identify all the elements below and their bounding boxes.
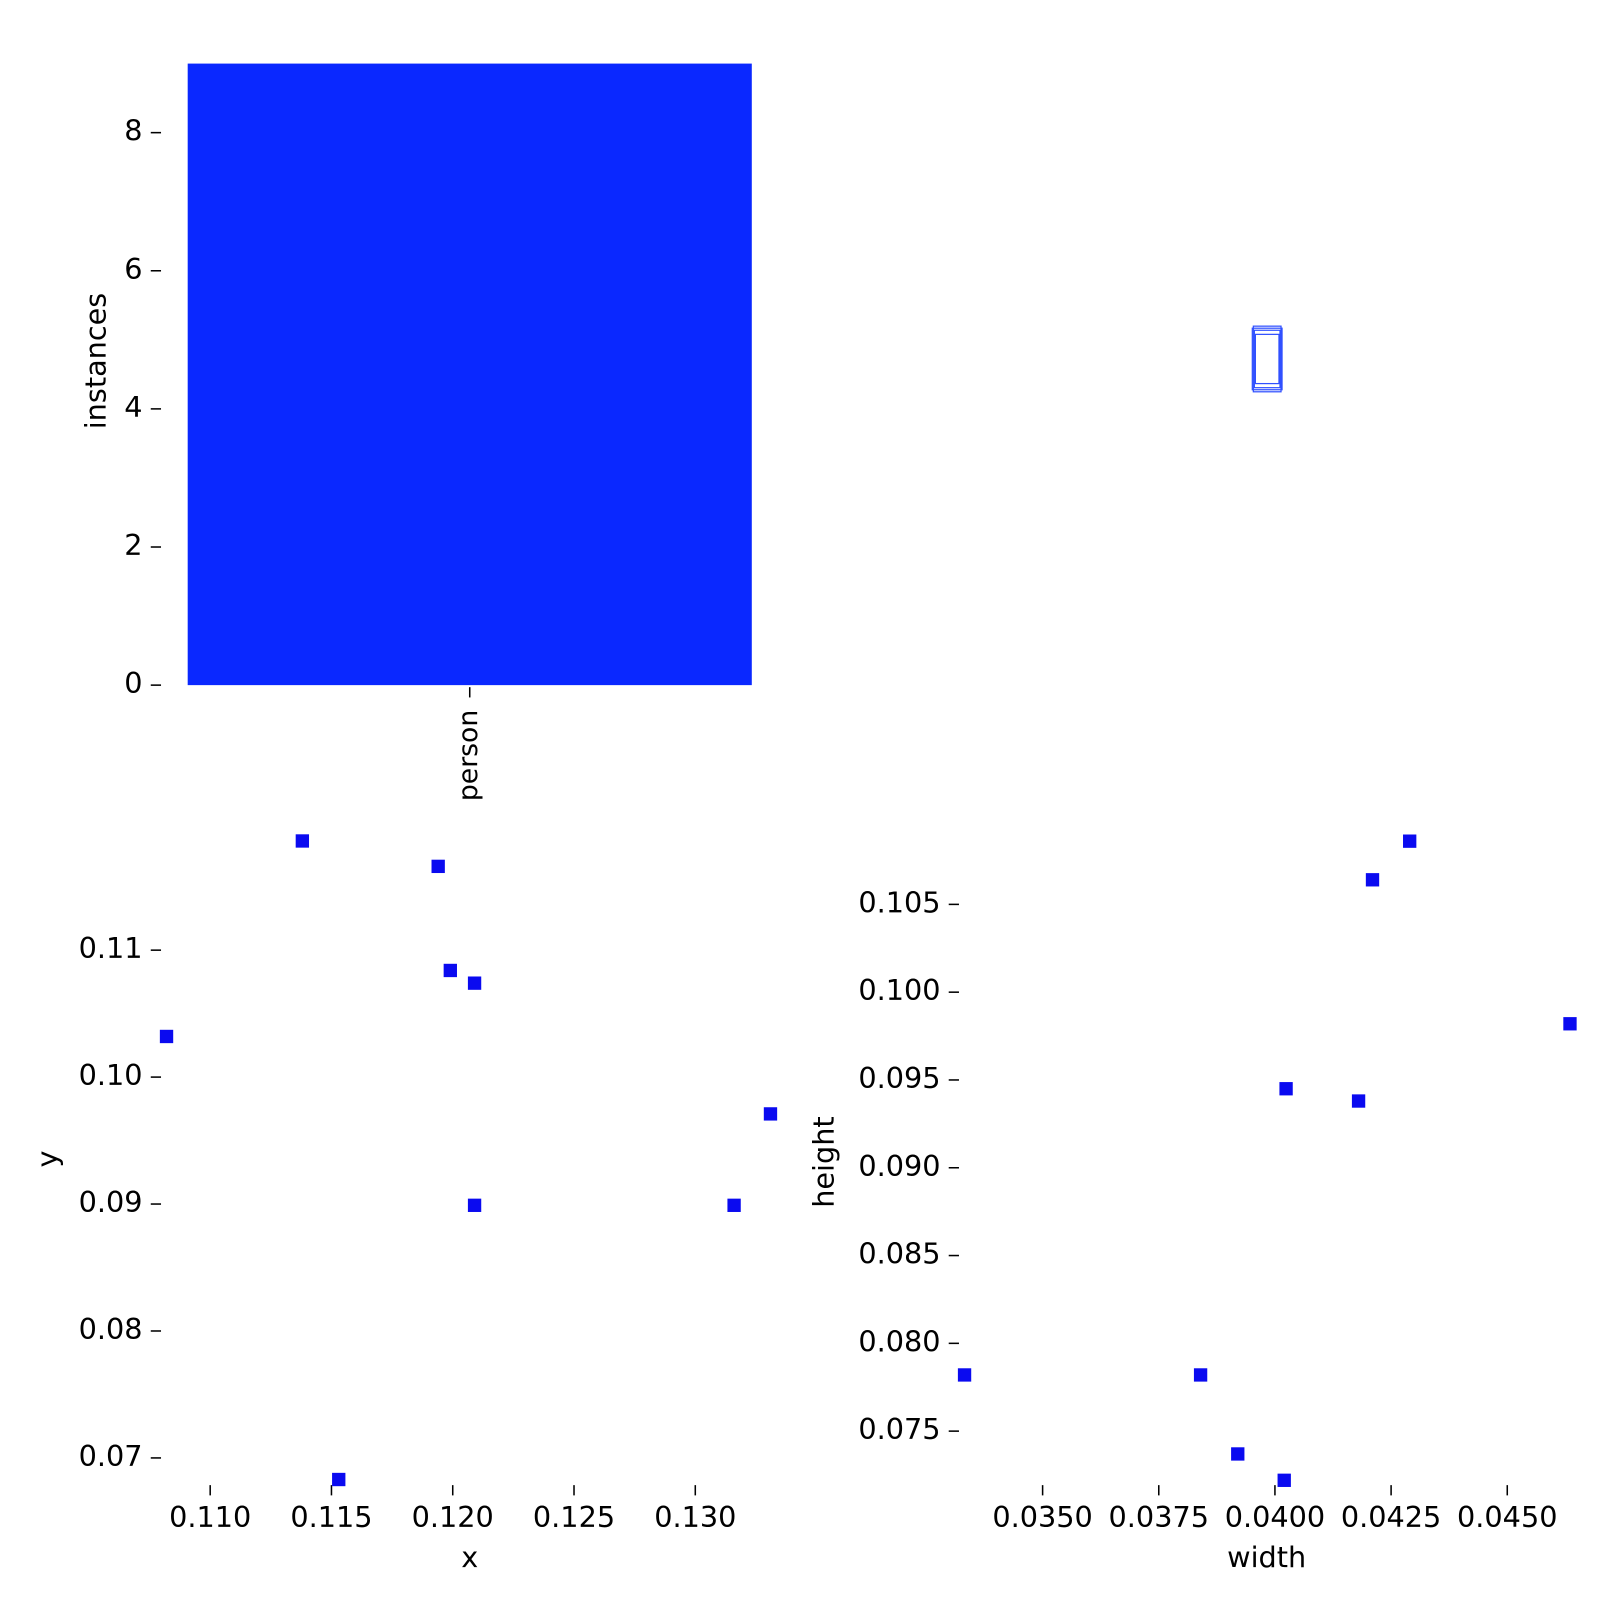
y-tick-label: 2 [124,528,142,562]
y-tick-label: 6 [124,252,142,286]
y-tick-label: 0.08 [79,1312,143,1346]
y-tick-label: 0.090 [858,1149,940,1183]
x-tick-label: 0.0425 [1341,1500,1441,1534]
point [467,1198,482,1212]
y-tick-label: 0.11 [79,931,143,965]
x-tick-label: person [453,710,484,801]
x-tick-label: 0.120 [412,1500,494,1534]
x-tick-label: 0.0350 [992,1500,1092,1534]
point [159,1029,174,1044]
x-axis-label: x [461,1540,478,1574]
box-overlay [1251,325,1283,393]
x-tick-label: 0.130 [654,1500,736,1534]
x-tick-label: 0.125 [533,1500,615,1534]
point [1403,834,1417,848]
y-tick-label: 0.105 [858,885,940,919]
point [1277,1473,1291,1487]
y-tick-label: 4 [124,390,142,424]
y-axis-label: instances [78,293,112,430]
point [1351,1094,1366,1108]
point [1365,873,1380,887]
point [1563,1017,1577,1031]
y-tick-label: 0.085 [858,1237,940,1271]
point [295,834,310,848]
point [467,976,482,990]
point [431,859,445,874]
y-axis-label: height [807,1116,841,1207]
y-tick-label: 8 [124,114,142,148]
y-tick-label: 0.080 [858,1324,940,1358]
point [1231,1447,1245,1461]
x-tick-label: 0.0400 [1225,1500,1325,1534]
point [1279,1082,1293,1096]
y-tick-label: 0.09 [79,1185,143,1219]
y-tick-label: 0.075 [858,1412,940,1446]
y-tick-label: 0.100 [858,973,940,1007]
bar [187,63,752,686]
y-tick-label: 0.07 [79,1439,143,1473]
y-tick-label: 0.095 [858,1061,940,1095]
y-tick-label: 0 [124,666,142,700]
point [957,1368,972,1382]
y-axis-label: y [30,1150,64,1167]
y-tick-label: 0.10 [79,1058,143,1092]
x-tick-label: 0.0450 [1457,1500,1557,1534]
x-tick-label: 0.0375 [1109,1500,1209,1534]
point [727,1198,741,1212]
point [763,1107,778,1121]
x-tick-label: 0.110 [169,1500,251,1534]
point [443,963,457,978]
point [332,1472,346,1487]
point [1193,1368,1208,1382]
x-tick-label: 0.115 [290,1500,372,1534]
x-axis-label: width [1227,1540,1306,1574]
